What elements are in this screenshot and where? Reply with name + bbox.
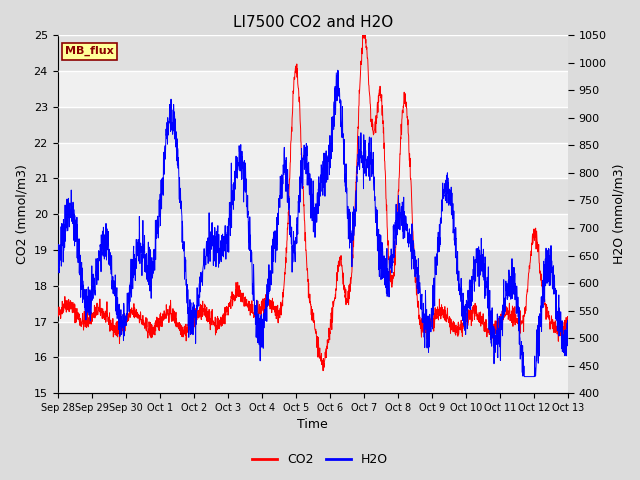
Bar bbox=[58, 322, 568, 357]
Bar bbox=[58, 179, 568, 214]
H2O bbox=[519, 349, 527, 355]
X-axis label: Time: Time bbox=[298, 419, 328, 432]
Legend: CO2, H2O: CO2, H2O bbox=[247, 448, 393, 471]
Bar bbox=[58, 357, 568, 393]
Text: MB_flux: MB_flux bbox=[65, 46, 114, 56]
H2O bbox=[196, 274, 204, 280]
Line: CO2: CO2 bbox=[58, 36, 568, 371]
CO2 bbox=[339, 269, 346, 275]
Bar bbox=[58, 143, 568, 179]
CO2 bbox=[319, 368, 327, 373]
H2O bbox=[534, 337, 541, 343]
CO2 bbox=[328, 314, 335, 320]
H2O bbox=[54, 274, 61, 280]
Bar bbox=[58, 71, 568, 107]
Y-axis label: H2O (mmol/m3): H2O (mmol/m3) bbox=[612, 164, 625, 264]
CO2 bbox=[520, 314, 527, 320]
Title: LI7500 CO2 and H2O: LI7500 CO2 and H2O bbox=[233, 15, 393, 30]
Bar bbox=[58, 107, 568, 143]
H2O bbox=[461, 317, 468, 323]
Bar bbox=[58, 250, 568, 286]
H2O bbox=[334, 67, 342, 73]
H2O bbox=[520, 374, 528, 380]
Bar bbox=[58, 286, 568, 322]
CO2 bbox=[54, 312, 61, 317]
H2O bbox=[564, 332, 572, 337]
CO2 bbox=[534, 240, 541, 245]
CO2 bbox=[461, 324, 469, 330]
CO2 bbox=[196, 306, 204, 312]
Bar bbox=[58, 36, 568, 71]
CO2 bbox=[564, 316, 572, 322]
CO2 bbox=[359, 33, 367, 38]
Y-axis label: CO2 (mmol/m3): CO2 (mmol/m3) bbox=[15, 164, 28, 264]
H2O bbox=[339, 104, 346, 109]
Bar bbox=[58, 214, 568, 250]
H2O bbox=[327, 156, 335, 162]
Line: H2O: H2O bbox=[58, 70, 568, 377]
